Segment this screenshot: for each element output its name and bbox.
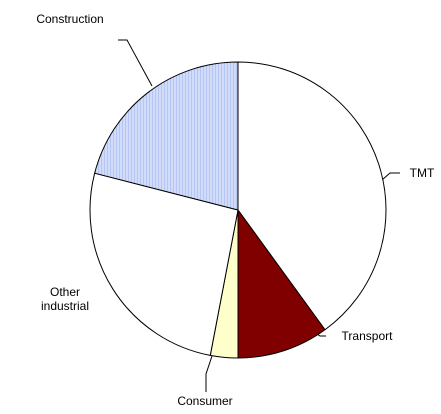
pie-slice: [89, 172, 239, 356]
leader-line: [381, 172, 400, 181]
slice-label: Consumer: [177, 394, 233, 408]
leader-line: [118, 39, 153, 87]
leader-line: [205, 355, 213, 392]
slice-label: Transport: [341, 329, 393, 343]
slice-label: Construction: [36, 12, 104, 26]
pie-slice: [237, 61, 387, 331]
slice-label: TMT: [409, 166, 435, 180]
slice-label: Other industrial: [40, 285, 90, 313]
pie-slice: [94, 61, 239, 211]
pie-slice: [237, 208, 326, 359]
